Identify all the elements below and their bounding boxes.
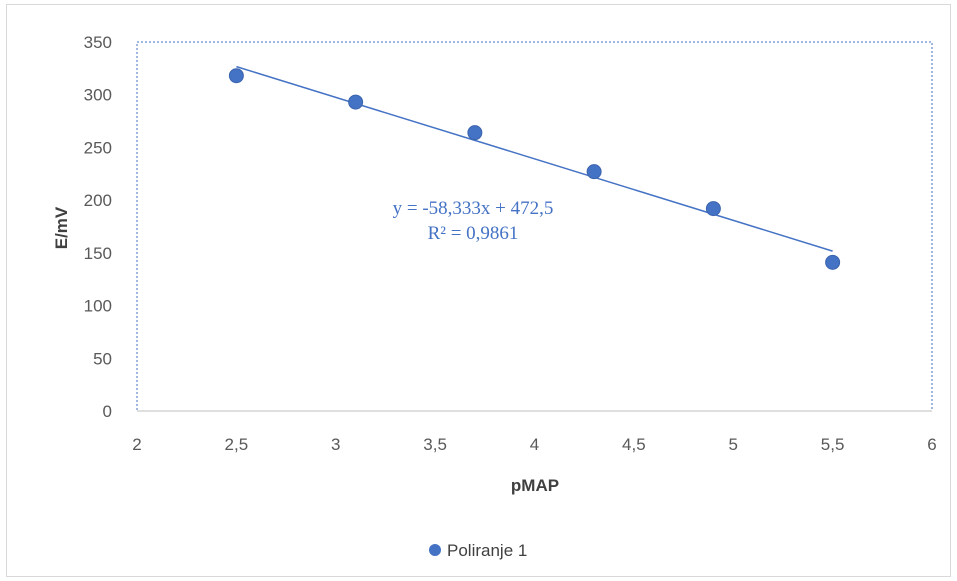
legend-label: Poliranje 1: [447, 541, 527, 560]
x-tick-label: 4: [530, 435, 539, 454]
x-axis-ticks: 2 2,5 3 3,5 4 4,5 5 5,5 6: [132, 435, 936, 454]
x-tick-label: 3: [331, 435, 340, 454]
x-tick-label: 5: [729, 435, 738, 454]
x-tick-label: 3,5: [423, 435, 447, 454]
y-tick-label: 150: [84, 244, 112, 263]
data-point: [228, 68, 244, 84]
data-point: [705, 201, 721, 217]
x-tick-label: 6: [927, 435, 936, 454]
legend-marker: [429, 544, 441, 556]
x-tick-label: 4,5: [622, 435, 646, 454]
x-tick-label: 5,5: [821, 435, 845, 454]
trendline-equation: y = -58,333x + 472,5: [393, 198, 554, 219]
x-tick-label: 2: [132, 435, 141, 454]
trendline-r-squared: R² = 0,9861: [428, 223, 519, 244]
y-tick-label: 50: [93, 349, 112, 368]
y-tick-label: 250: [84, 138, 112, 157]
y-tick-label: 350: [84, 33, 112, 52]
y-tick-label: 300: [84, 86, 112, 105]
data-point: [586, 164, 602, 180]
data-point: [348, 94, 364, 110]
x-axis-title: pMAP: [511, 476, 559, 495]
plot-area-border: [136, 41, 933, 412]
y-tick-label: 100: [84, 297, 112, 316]
y-tick-label: 0: [103, 402, 112, 421]
x-tick-label: 2,5: [225, 435, 249, 454]
data-point: [825, 254, 841, 270]
y-tick-label: 200: [84, 191, 112, 210]
data-points: [228, 68, 841, 270]
y-axis-ticks: 0 50 100 150 200 250 300 350: [84, 33, 112, 421]
data-point: [467, 125, 483, 141]
chart-area: [6, 4, 951, 577]
trendline: [236, 65, 833, 252]
y-axis-title: E/mV: [52, 206, 71, 249]
